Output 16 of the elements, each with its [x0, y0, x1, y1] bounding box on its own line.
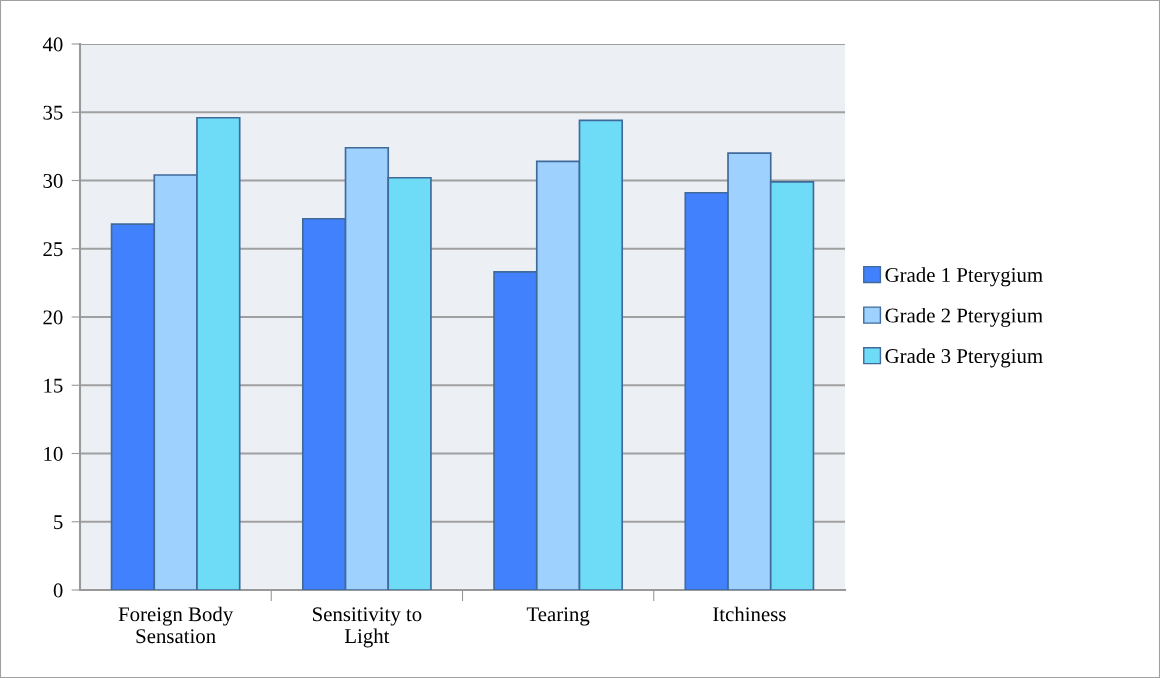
legend-label: Grade 3 Pterygium	[885, 348, 1043, 368]
y-tick-label: 10	[44, 446, 63, 461]
x-tick-label: Sensitivity to Light	[313, 607, 422, 648]
y-tick-label: 5	[54, 515, 63, 530]
y-tick-label: 15	[44, 378, 63, 393]
y-tick-label: 35	[43, 105, 63, 120]
y-tick-label: 40	[42, 37, 63, 52]
x-tick-label: Itchiness	[713, 606, 786, 622]
y-tick-label: 30	[43, 173, 63, 188]
x-tick-label: Foreign Body Sensation	[118, 606, 234, 644]
x-tick-label: Tearing	[526, 607, 590, 626]
y-tick-label: 25	[43, 242, 63, 257]
y-tick-label: 20	[43, 310, 63, 325]
y-tick-label: 0	[53, 583, 63, 598]
legend-label: Grade 2 Pterygium	[885, 307, 1043, 327]
legend-label: Grade 1 Pterygium	[885, 267, 1043, 287]
